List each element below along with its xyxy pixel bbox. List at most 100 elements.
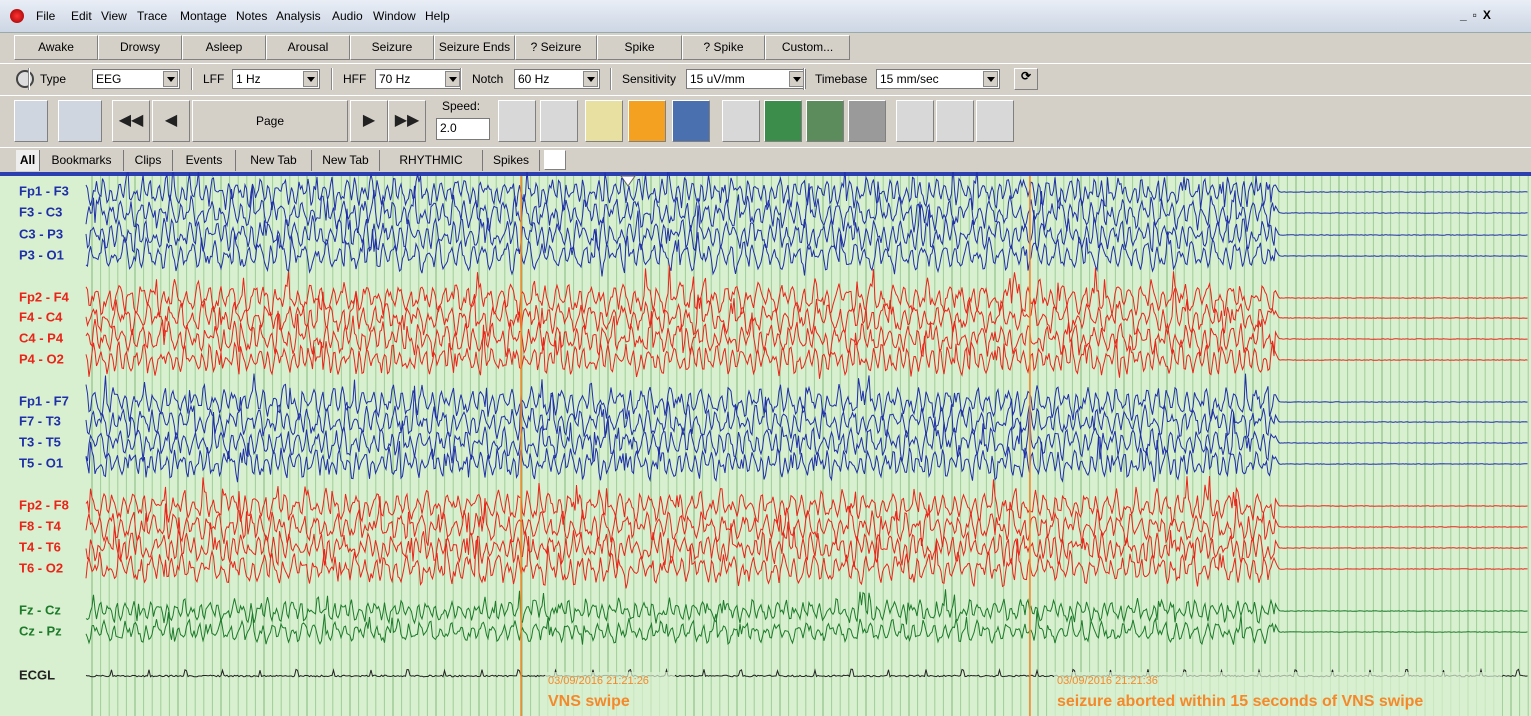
separator: [331, 68, 333, 90]
channel-label: Fp2 - F4: [19, 289, 70, 304]
tab[interactable]: Spikes: [483, 150, 540, 171]
dropdown-arrow[interactable]: [163, 71, 178, 87]
tool-button[interactable]: [58, 100, 102, 142]
marker-button[interactable]: Custom...: [765, 35, 850, 60]
speed-spinner[interactable]: 2.0: [436, 118, 490, 140]
skip-back-button[interactable]: ◀◀: [112, 100, 150, 142]
tab[interactable]: Events: [173, 150, 236, 171]
channel-label: Fp2 - F8: [19, 497, 69, 512]
tool-button[interactable]: [722, 100, 760, 142]
tool-button[interactable]: [628, 100, 666, 142]
setting-dropdown[interactable]: 70 Hz: [375, 69, 462, 89]
tool-button[interactable]: [540, 100, 578, 142]
menu-item[interactable]: Window: [373, 6, 416, 26]
eeg-trace-area: Fp1 - F3F3 - C3C3 - P3P3 - O1Fp2 - F4F4 …: [0, 172, 1531, 716]
menu-item[interactable]: Help: [425, 6, 450, 26]
annotation-text: VNS swipe: [548, 693, 630, 710]
menu-item[interactable]: File: [36, 6, 55, 26]
tool-button[interactable]: [498, 100, 536, 142]
setting-label: LFF: [203, 69, 224, 89]
channel-label: F4 - C4: [19, 309, 63, 324]
channel-label: T3 - T5: [19, 434, 61, 449]
window-controls[interactable]: _▫X: [1460, 8, 1524, 24]
menu-item[interactable]: Audio: [332, 6, 363, 26]
channel-label: Fz - Cz: [19, 602, 61, 617]
setting-value: 15 uV/mm: [690, 70, 805, 88]
separator: [191, 68, 193, 90]
setting-label: Timebase: [815, 69, 867, 89]
channel-label: T5 - O1: [19, 455, 63, 470]
separator: [610, 68, 612, 90]
eeg-viewer-window: _▫X File Edit View Trace Montage Notes Analysi…: [0, 0, 1531, 716]
tab[interactable]: Clips: [124, 150, 173, 171]
tool-button[interactable]: [936, 100, 974, 142]
marker-button[interactable]: Awake: [14, 35, 98, 60]
refresh-button[interactable]: ⟳: [1014, 68, 1038, 90]
dropdown-arrow[interactable]: [789, 71, 804, 87]
channel-label: T6 - O2: [19, 560, 63, 575]
dropdown-arrow[interactable]: [583, 71, 598, 87]
speed-label: Speed:: [442, 96, 480, 116]
marker-button[interactable]: Spike: [597, 35, 682, 60]
tab[interactable]: All: [16, 150, 40, 171]
marker-button[interactable]: Drowsy: [98, 35, 182, 60]
setting-label: Type: [40, 69, 66, 89]
channel-label: P3 - O1: [19, 247, 64, 262]
separator: [28, 68, 30, 90]
marker-button[interactable]: Seizure Ends: [434, 35, 515, 60]
separator: [460, 68, 462, 90]
step-back-button[interactable]: ◀: [152, 100, 190, 142]
top-border: [0, 172, 1531, 176]
tool-button[interactable]: [896, 100, 934, 142]
tool-button[interactable]: [806, 100, 844, 142]
setting-dropdown[interactable]: 15 mm/sec: [876, 69, 1000, 89]
speed-value: 2.0: [440, 119, 489, 137]
channel-label: ECGL: [19, 667, 55, 682]
setting-dropdown[interactable]: EEG: [92, 69, 180, 89]
page-dropdown[interactable]: Page: [192, 100, 348, 142]
dropdown-arrow[interactable]: [445, 71, 460, 87]
channel-label: C3 - P3: [19, 226, 63, 241]
tool-button[interactable]: [848, 100, 886, 142]
menu-item[interactable]: Analysis: [276, 6, 321, 26]
tool-button[interactable]: [14, 100, 48, 142]
tool-button[interactable]: [585, 100, 623, 142]
menu-item[interactable]: Notes: [236, 6, 267, 26]
setting-value: 15 mm/sec: [880, 70, 999, 88]
settings-icon[interactable]: [16, 70, 34, 88]
tool-button[interactable]: [672, 100, 710, 142]
channel-label: C4 - P4: [19, 330, 64, 345]
setting-dropdown[interactable]: 15 uV/mm: [686, 69, 806, 89]
setting-label: Sensitivity: [622, 69, 676, 89]
setting-dropdown[interactable]: 1 Hz: [232, 69, 320, 89]
skip-forward-button[interactable]: ▶▶: [388, 100, 426, 142]
step-forward-button[interactable]: ▶: [350, 100, 388, 142]
tab[interactable]: New Tab: [236, 150, 312, 171]
tool-button[interactable]: [764, 100, 802, 142]
menu-item[interactable]: View: [101, 6, 127, 26]
channel-label: T4 - T6: [19, 539, 61, 554]
marker-button[interactable]: Asleep: [182, 35, 266, 60]
menu-item[interactable]: Trace: [137, 6, 167, 26]
marker-button[interactable]: ? Seizure: [515, 35, 597, 60]
dropdown-arrow[interactable]: [983, 71, 998, 87]
tab[interactable]: RHYTHMIC: [380, 150, 483, 171]
marker-button[interactable]: ? Spike: [682, 35, 765, 60]
tab[interactable]: New Tab: [312, 150, 380, 171]
new-tab-button[interactable]: [544, 150, 566, 170]
page-label: Page: [193, 101, 347, 141]
tool-button[interactable]: [976, 100, 1014, 142]
tab[interactable]: Bookmarks: [40, 150, 124, 171]
menu-item[interactable]: Edit: [71, 6, 92, 26]
marker-button[interactable]: Arousal: [266, 35, 350, 60]
setting-dropdown[interactable]: 60 Hz: [514, 69, 600, 89]
marker-buttons: AwakeDrowsyAsleepArousalSeizureSeizure E…: [0, 33, 1531, 62]
menu-item[interactable]: Montage: [180, 6, 227, 26]
channel-label: Fp1 - F7: [19, 393, 69, 408]
marker-button[interactable]: Seizure: [350, 35, 434, 60]
annotation-time: 03/09/2016 21:21:36: [1057, 675, 1158, 687]
dropdown-arrow[interactable]: [303, 71, 318, 87]
app-icon: [10, 9, 24, 23]
